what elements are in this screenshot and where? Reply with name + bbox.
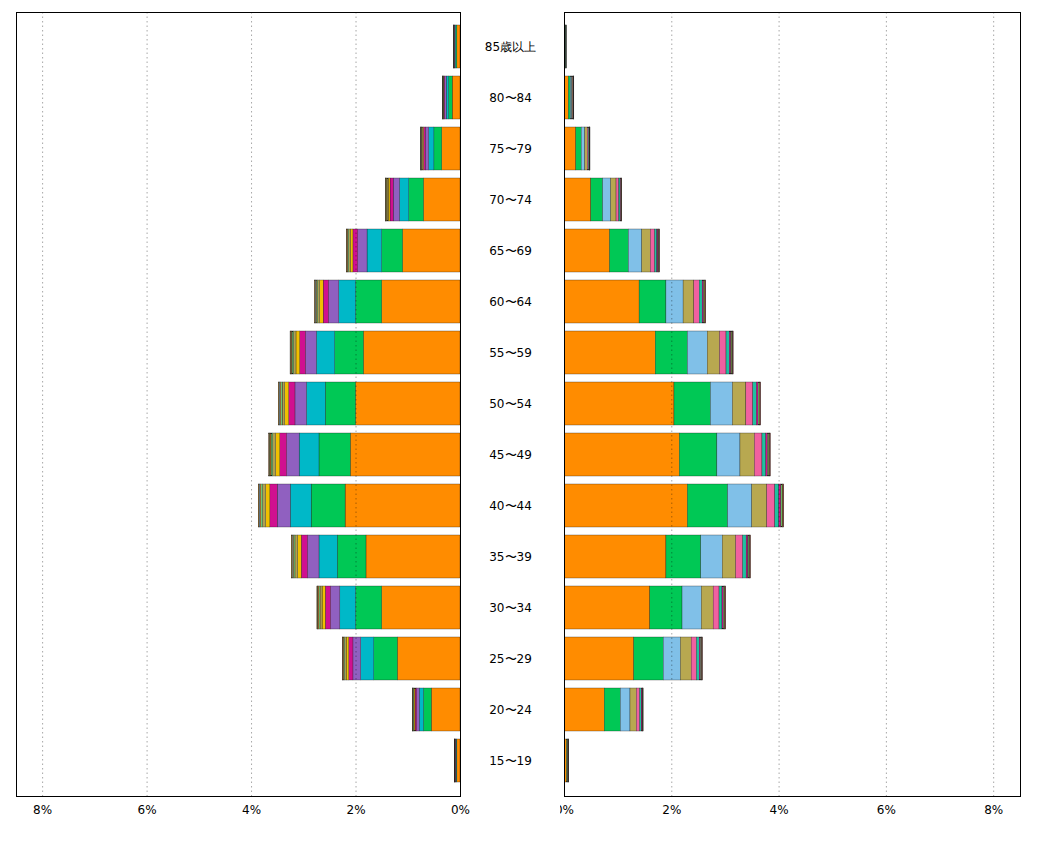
svg-text:8%: 8% xyxy=(984,803,1003,817)
svg-text:70〜74: 70〜74 xyxy=(489,193,532,207)
svg-text:8%: 8% xyxy=(33,803,52,817)
svg-text:85歳以上: 85歳以上 xyxy=(485,40,536,54)
svg-text:0%: 0% xyxy=(560,803,574,817)
svg-text:65〜69: 65〜69 xyxy=(489,244,532,258)
svg-text:45〜49: 45〜49 xyxy=(489,448,532,462)
svg-text:4%: 4% xyxy=(770,803,789,817)
svg-text:20〜24: 20〜24 xyxy=(489,703,532,717)
svg-text:2%: 2% xyxy=(347,803,366,817)
svg-text:55〜59: 55〜59 xyxy=(489,346,532,360)
svg-text:80〜84: 80〜84 xyxy=(489,91,532,105)
svg-text:30〜34: 30〜34 xyxy=(489,601,532,615)
svg-text:6%: 6% xyxy=(138,803,157,817)
svg-text:40〜44: 40〜44 xyxy=(489,499,532,513)
svg-text:15〜19: 15〜19 xyxy=(489,754,532,768)
svg-text:0%: 0% xyxy=(451,803,470,817)
svg-text:4%: 4% xyxy=(242,803,261,817)
svg-text:25〜29: 25〜29 xyxy=(489,652,532,666)
svg-text:75〜79: 75〜79 xyxy=(489,142,532,156)
svg-text:50〜54: 50〜54 xyxy=(489,397,532,411)
svg-text:2%: 2% xyxy=(662,803,681,817)
svg-text:60〜64: 60〜64 xyxy=(489,295,532,309)
svg-text:6%: 6% xyxy=(877,803,896,817)
svg-text:35〜39: 35〜39 xyxy=(489,550,532,564)
